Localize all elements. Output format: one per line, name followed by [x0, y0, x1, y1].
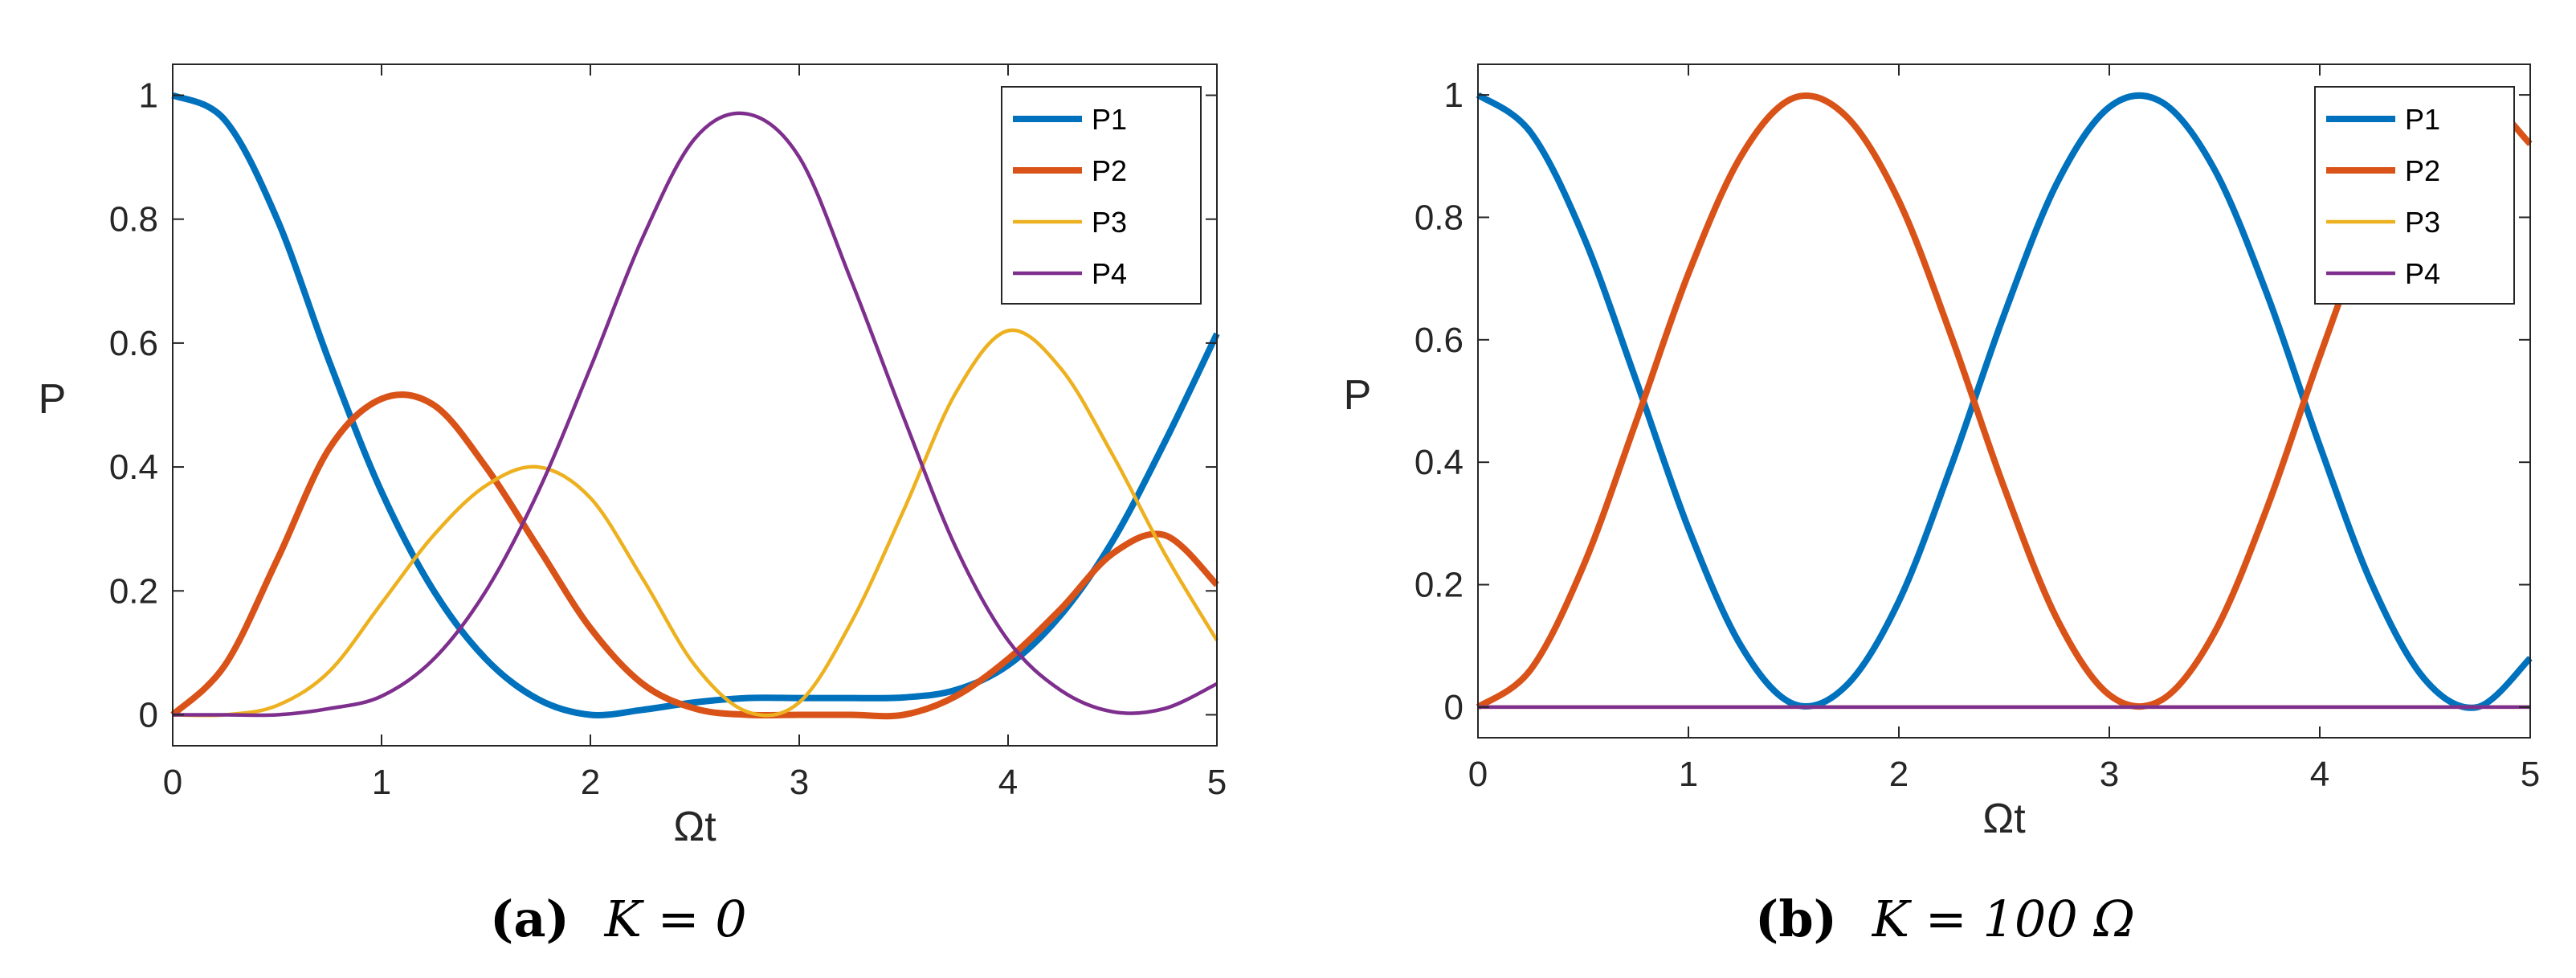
x-tick-label: 4	[998, 763, 1018, 802]
x-tick-label: 5	[2521, 755, 2540, 794]
panel-b: 0 1 2 3 4 5 0 0.2 0.4 0.6 0.8 1 Ωt P P1 P2 P3 P4	[1344, 63, 2540, 842]
x-tick-label: 3	[790, 763, 809, 802]
y-tick-label: 0.8	[1415, 198, 1464, 237]
axes-box	[1477, 63, 2531, 739]
caption-a: (a) K = 0	[490, 890, 747, 948]
caption-b-expr: K = 100 Ω	[1872, 890, 2135, 948]
legend-label-p2: P2	[2405, 154, 2440, 187]
caption-b: (b) K = 100 Ω	[1755, 890, 2135, 948]
y-tick-label: 0.6	[1415, 321, 1464, 360]
x-tick-label: 4	[2310, 755, 2329, 794]
axes-box	[172, 63, 1218, 747]
y-tick-label: 0.4	[109, 448, 158, 487]
legend-label-p2: P2	[1092, 154, 1127, 187]
y-tick-label: 0.2	[109, 571, 158, 611]
series-line-p4	[172, 111, 1218, 718]
y-tick-label: 0	[139, 695, 158, 735]
y-axis-label: P	[39, 376, 67, 423]
caption-b-label: (b)	[1755, 890, 1837, 948]
y-tick-label: 0	[1444, 688, 1464, 727]
y-tick-label: 0.4	[1415, 443, 1464, 482]
legend-label-p3: P3	[2405, 206, 2440, 239]
x-axis-label: Ωt	[673, 804, 716, 850]
caption-a-expr: K = 0	[604, 890, 747, 948]
legend-label-p4: P4	[1092, 257, 1127, 290]
x-tick-label: 5	[1207, 763, 1227, 802]
y-tick-label: 0.2	[1415, 566, 1464, 605]
legend-box	[1001, 86, 1202, 305]
caption-a-label: (a)	[490, 890, 569, 948]
series-line-p1	[1476, 92, 2533, 711]
panel-a: 0 1 2 3 4 5 0 0.2 0.4 0.6 0.8 1 Ωt P P1 P2 P3 P4	[39, 63, 1227, 850]
legend-box	[2314, 86, 2515, 305]
legend-label-p4: P4	[2405, 257, 2440, 290]
series-line-p1	[171, 92, 1220, 718]
x-tick-label: 0	[1468, 755, 1488, 794]
legend-label-p1: P1	[2405, 103, 2440, 136]
x-tick-label: 2	[1889, 755, 1909, 794]
y-tick-label: 0.8	[109, 200, 158, 239]
legend-label-p1: P1	[1092, 103, 1127, 136]
x-tick-label: 2	[581, 763, 600, 802]
x-tick-label: 0	[163, 763, 182, 802]
y-tick-label: 1	[139, 76, 158, 116]
series-line-p3	[172, 328, 1219, 718]
y-tick-label: 1	[1444, 76, 1464, 115]
y-tick-label: 0.6	[109, 324, 158, 363]
x-tick-label: 1	[372, 763, 391, 802]
x-tick-label: 3	[2100, 755, 2119, 794]
x-tick-label: 1	[1679, 755, 1698, 794]
y-axis-label: P	[1344, 372, 1372, 419]
x-axis-label: Ωt	[1982, 796, 2026, 842]
series-line-p2	[170, 391, 1219, 720]
legend-label-p3: P3	[1092, 206, 1127, 239]
